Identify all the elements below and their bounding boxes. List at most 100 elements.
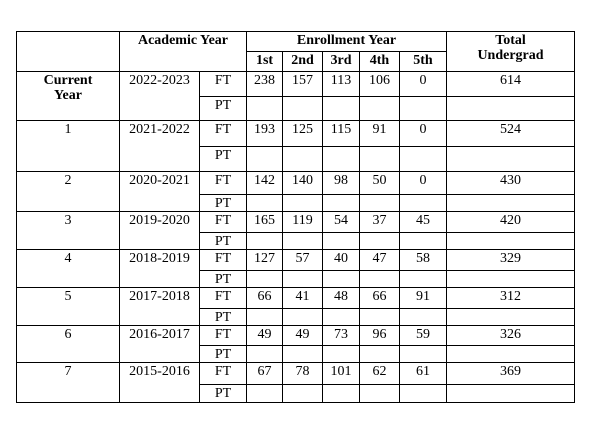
academic-year-cell: 2017-2018 xyxy=(119,287,200,326)
pt-row: PT xyxy=(17,308,575,326)
row-label-current-year: Current Year xyxy=(16,71,120,121)
enrollment-cell-4th: 37 xyxy=(359,211,400,233)
header-row-1: Academic Year Enrollment Year Total Unde… xyxy=(16,31,575,72)
total-cell-empty xyxy=(446,384,575,403)
enrollment-cell-3rd: 113 xyxy=(322,71,360,97)
enrollment-cell-2nd xyxy=(282,232,323,250)
pt-row: PT xyxy=(17,345,575,363)
enrollment-cell-1st xyxy=(246,308,283,326)
enrollment-cell-4th: 47 xyxy=(359,249,400,271)
enrollment-cell-3rd: 48 xyxy=(322,287,360,309)
enrollment-cell-3rd: 115 xyxy=(322,120,360,147)
enrollment-cell-4th: 96 xyxy=(359,325,400,346)
enrollment-cell-1st: 127 xyxy=(246,249,283,271)
row-label-year-1: 1 xyxy=(16,120,120,172)
total-cell: 420 xyxy=(446,211,575,233)
ft-label-cell: FT xyxy=(199,362,247,385)
total-undergrad-header: Total Undergrad xyxy=(446,31,575,72)
enrollment-cell-4th: 91 xyxy=(359,120,400,147)
row-label-year-7: 7 xyxy=(16,362,120,403)
total-cell-empty xyxy=(446,308,575,326)
row-label-year-5: 5 xyxy=(16,287,120,326)
ft-row: 3 2019-2020 FT 165 119 54 37 45 420 xyxy=(16,211,575,250)
ft-label-cell: FT xyxy=(199,287,247,309)
total-header-line2: Undergrad xyxy=(477,48,544,63)
enrollment-cell-5th xyxy=(399,345,447,363)
enrollment-cell-2nd xyxy=(282,96,323,121)
total-cell-empty xyxy=(446,270,575,288)
enrollment-cell-3rd xyxy=(322,345,360,363)
enrollment-cell-4th xyxy=(359,96,400,121)
enrollment-cell-5th: 0 xyxy=(399,171,447,195)
enrollment-cell-3rd: 98 xyxy=(322,171,360,195)
academic-year-cell: 2015-2016 xyxy=(119,362,200,403)
col-header-2nd: 2nd xyxy=(282,51,323,72)
current-year-label-line1: Current xyxy=(43,73,93,88)
total-cell: 524 xyxy=(446,120,575,147)
enrollment-cell-4th xyxy=(359,345,400,363)
enrollment-cell-5th xyxy=(399,270,447,288)
enrollment-cell-5th: 0 xyxy=(399,71,447,97)
row-label-year-6: 6 xyxy=(16,325,120,363)
enrollment-cell-3rd: 73 xyxy=(322,325,360,346)
total-cell-empty xyxy=(446,146,575,172)
enrollment-cell-4th: 106 xyxy=(359,71,400,97)
col-header-5th: 5th xyxy=(399,51,447,72)
total-cell: 329 xyxy=(446,249,575,271)
academic-year-header: Academic Year xyxy=(119,31,247,72)
enrollment-cell-3rd xyxy=(322,270,360,288)
enrollment-cell-2nd xyxy=(282,384,323,403)
enrollment-cell-2nd xyxy=(282,345,323,363)
pt-row: PT xyxy=(17,270,575,288)
enrollment-cell-3rd xyxy=(322,96,360,121)
total-cell: 430 xyxy=(446,171,575,195)
enrollment-cell-3rd: 101 xyxy=(322,362,360,385)
pt-label-cell: PT xyxy=(199,308,247,326)
ft-row: 6 2016-2017 FT 49 49 73 96 59 326 xyxy=(16,325,575,363)
enrollment-cell-5th: 61 xyxy=(399,362,447,385)
enrollment-cell-1st: 67 xyxy=(246,362,283,385)
enrollment-cell-4th: 66 xyxy=(359,287,400,309)
enrollment-cell-1st: 193 xyxy=(246,120,283,147)
academic-year-cell: 2022-2023 xyxy=(119,71,200,121)
enrollment-cell-2nd xyxy=(282,270,323,288)
enrollment-table: Academic Year Enrollment Year Total Unde… xyxy=(16,31,575,403)
enrollment-cell-1st xyxy=(246,384,283,403)
enrollment-cell-3rd: 40 xyxy=(322,249,360,271)
academic-year-cell: 2021-2022 xyxy=(119,120,200,172)
enrollment-cell-1st: 142 xyxy=(246,171,283,195)
enrollment-cell-5th: 59 xyxy=(399,325,447,346)
pt-label-cell: PT xyxy=(199,96,247,121)
total-header-line1: Total xyxy=(495,33,526,48)
enrollment-cell-5th: 45 xyxy=(399,211,447,233)
ft-row: 4 2018-2019 FT 127 57 40 47 58 329 xyxy=(16,249,575,288)
enrollment-cell-5th: 58 xyxy=(399,249,447,271)
enrollment-cell-1st xyxy=(246,345,283,363)
pt-label-cell: PT xyxy=(199,384,247,403)
enrollment-cell-1st: 238 xyxy=(246,71,283,97)
enrollment-cell-5th xyxy=(399,146,447,172)
enrollment-cell-4th xyxy=(359,232,400,250)
enrollment-cell-3rd xyxy=(322,232,360,250)
total-cell-empty xyxy=(446,345,575,363)
enrollment-cell-1st: 165 xyxy=(246,211,283,233)
col-header-4th: 4th xyxy=(359,51,400,72)
enrollment-cell-2nd xyxy=(282,194,323,212)
enrollment-cell-5th xyxy=(399,308,447,326)
pt-row: PT xyxy=(17,232,575,250)
enrollment-cell-2nd: 119 xyxy=(282,211,323,233)
enrollment-cell-2nd: 157 xyxy=(282,71,323,97)
ft-row: 7 2015-2016 FT 67 78 101 62 61 369 xyxy=(16,362,575,403)
pt-label-cell: PT xyxy=(199,345,247,363)
col-header-1st: 1st xyxy=(246,51,283,72)
enrollment-cell-4th: 50 xyxy=(359,171,400,195)
ft-label-cell: FT xyxy=(199,71,247,97)
enrollment-cell-1st xyxy=(246,146,283,172)
enrollment-cell-5th xyxy=(399,96,447,121)
enrollment-cell-4th xyxy=(359,146,400,172)
enrollment-cell-1st xyxy=(246,232,283,250)
total-cell-empty xyxy=(446,96,575,121)
enrollment-cell-1st xyxy=(246,270,283,288)
enrollment-cell-2nd: 57 xyxy=(282,249,323,271)
